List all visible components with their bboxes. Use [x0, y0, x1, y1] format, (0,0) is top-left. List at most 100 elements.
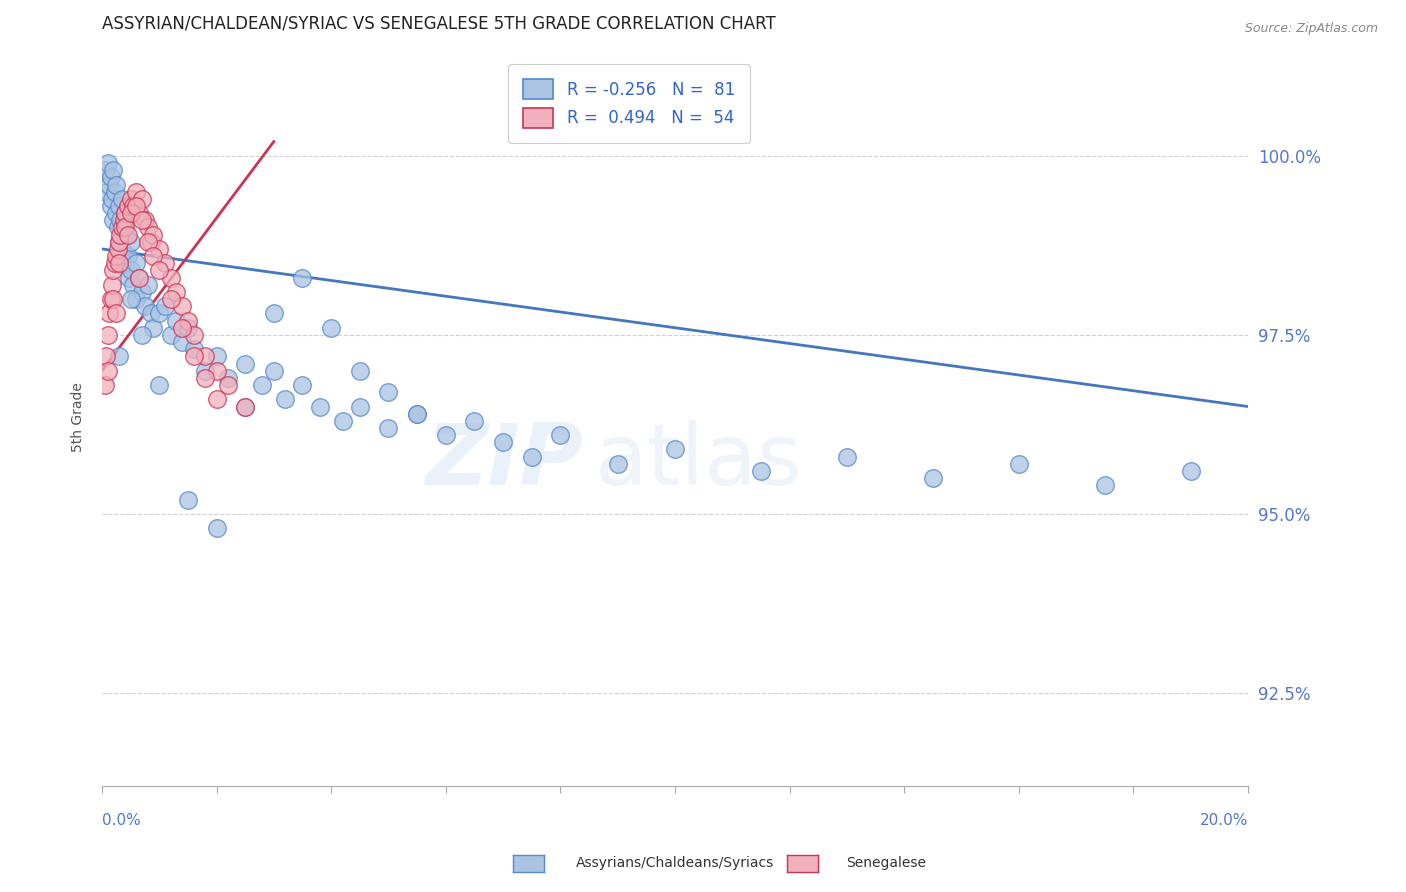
Point: [1180, 464, 1202, 478]
Point: [112, 213, 135, 227]
Point: [94, 378, 117, 392]
Point: [105, 306, 128, 320]
Point: [131, 327, 153, 342]
Point: [406, 407, 429, 421]
Point: [252, 378, 274, 392]
Point: [120, 263, 142, 277]
Point: [606, 457, 628, 471]
Point: [194, 350, 217, 364]
Text: 0.0%: 0.0%: [101, 813, 141, 828]
Point: [205, 392, 228, 407]
Text: ZIP: ZIP: [426, 420, 583, 503]
Point: [148, 263, 170, 277]
Point: [136, 277, 159, 292]
Text: Assyrians/Chaldeans/Syriacs: Assyrians/Chaldeans/Syriacs: [575, 856, 775, 871]
Point: [165, 313, 187, 327]
Point: [100, 292, 122, 306]
Point: [103, 263, 125, 277]
Point: [110, 227, 132, 242]
Point: [96, 185, 118, 199]
Point: [96, 350, 118, 364]
Point: [97, 327, 120, 342]
Point: [103, 292, 125, 306]
Point: [183, 327, 205, 342]
Point: [103, 256, 125, 270]
Point: [105, 249, 128, 263]
Point: [664, 442, 686, 457]
Point: [291, 270, 314, 285]
Point: [205, 364, 228, 378]
Point: [114, 256, 136, 270]
Point: [835, 450, 858, 464]
Point: [434, 428, 457, 442]
Point: [111, 192, 134, 206]
Point: [108, 350, 131, 364]
Point: [107, 242, 129, 256]
Point: [749, 464, 772, 478]
Point: [97, 364, 120, 378]
Point: [112, 220, 135, 235]
Point: [291, 378, 314, 392]
Point: [94, 163, 117, 178]
Point: [134, 213, 156, 227]
Point: [128, 206, 150, 220]
Point: [114, 206, 136, 220]
Point: [108, 199, 131, 213]
Point: [142, 320, 165, 334]
Point: [118, 270, 141, 285]
Point: [136, 235, 159, 249]
Point: [274, 392, 297, 407]
Point: [134, 299, 156, 313]
Point: [139, 235, 162, 249]
Point: [183, 342, 205, 356]
Point: [183, 350, 205, 364]
Point: [107, 220, 129, 235]
Point: [103, 163, 125, 178]
Point: [148, 306, 170, 320]
Point: [165, 285, 187, 299]
Point: [159, 292, 181, 306]
Point: [97, 306, 120, 320]
Point: [233, 400, 256, 414]
Text: atlas: atlas: [595, 420, 803, 503]
Point: [159, 270, 181, 285]
Point: [125, 256, 148, 270]
Point: [131, 213, 153, 227]
Point: [194, 371, 217, 385]
Point: [308, 400, 330, 414]
Point: [117, 249, 139, 263]
Point: [148, 378, 170, 392]
Y-axis label: 5th Grade: 5th Grade: [72, 383, 86, 452]
Point: [101, 192, 124, 206]
Point: [122, 277, 145, 292]
Point: [128, 270, 150, 285]
Point: [128, 270, 150, 285]
Point: [332, 414, 354, 428]
Point: [1008, 457, 1031, 471]
Point: [108, 235, 131, 249]
Point: [97, 156, 120, 170]
Point: [153, 256, 176, 270]
Point: [120, 192, 142, 206]
Point: [377, 385, 399, 400]
Point: [153, 299, 176, 313]
Point: [172, 299, 194, 313]
Point: [101, 277, 124, 292]
Text: ASSYRIAN/CHALDEAN/SYRIAC VS SENEGALESE 5TH GRADE CORRELATION CHART: ASSYRIAN/CHALDEAN/SYRIAC VS SENEGALESE 5…: [101, 15, 776, 33]
Point: [550, 428, 572, 442]
Point: [117, 199, 139, 213]
Point: [233, 400, 256, 414]
Point: [148, 242, 170, 256]
Point: [349, 364, 371, 378]
Point: [111, 242, 134, 256]
Point: [205, 350, 228, 364]
Point: [125, 292, 148, 306]
Point: [139, 306, 162, 320]
Point: [463, 414, 485, 428]
Point: [177, 492, 200, 507]
Point: [114, 220, 136, 235]
Point: [233, 357, 256, 371]
Point: [406, 407, 429, 421]
Point: [114, 206, 136, 220]
Text: 20.0%: 20.0%: [1199, 813, 1249, 828]
